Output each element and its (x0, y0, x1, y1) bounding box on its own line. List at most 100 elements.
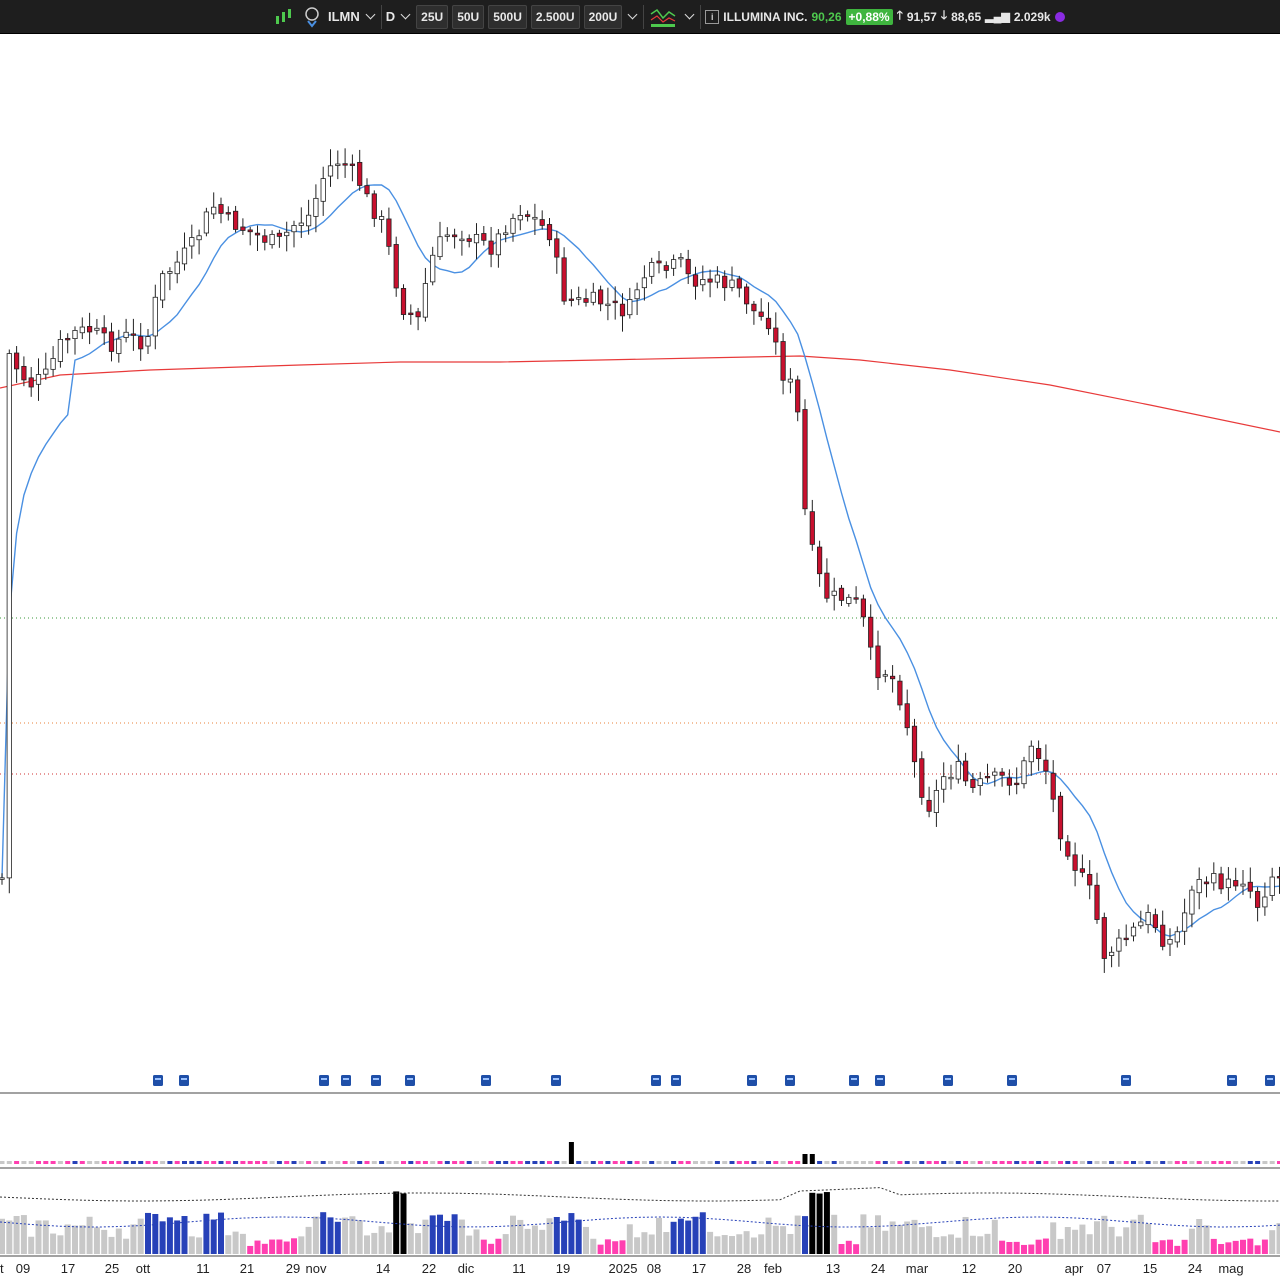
volume-bar (1232, 1240, 1239, 1254)
candle (1050, 760, 1056, 813)
volume-bar (648, 1234, 655, 1254)
volume-bar (875, 1215, 881, 1254)
event-icon[interactable] (943, 1075, 953, 1086)
volume-bar (378, 1226, 385, 1254)
event-icon[interactable] (1265, 1075, 1275, 1086)
volume-bar (802, 1154, 808, 1164)
volume-bar (1123, 1227, 1130, 1254)
event-icon[interactable] (875, 1075, 885, 1086)
candle (79, 317, 85, 340)
volume-bar (1247, 1161, 1253, 1164)
volume-bar (1203, 1225, 1210, 1254)
chart-style-icon[interactable] (648, 5, 678, 29)
indicators-icon[interactable] (272, 5, 296, 29)
volume-bar (1094, 1161, 1100, 1164)
volume-bar (692, 1216, 699, 1254)
x-axis-tick-label: ott (136, 1261, 151, 1276)
volume-bar (970, 1161, 976, 1164)
volume-pane-lower (0, 1187, 1280, 1254)
interval-selector[interactable]: D (386, 9, 412, 24)
range-selector[interactable]: 200U (583, 4, 640, 29)
candle (466, 234, 472, 248)
candle (342, 148, 348, 178)
volume-bar (1204, 1161, 1209, 1164)
candle (430, 246, 436, 286)
volume-bar (130, 1161, 136, 1164)
candle (868, 604, 874, 660)
candle (1211, 862, 1217, 891)
volume-bar (1043, 1161, 1049, 1164)
event-icon[interactable] (1227, 1075, 1237, 1086)
event-icon[interactable] (405, 1075, 415, 1086)
candle (189, 224, 195, 259)
event-icon[interactable] (849, 1075, 859, 1086)
divider (643, 4, 645, 29)
event-icon[interactable] (671, 1075, 681, 1086)
volume-bar (93, 1227, 100, 1254)
volume-bar (831, 1214, 838, 1254)
symbol-search-icon[interactable] (300, 5, 324, 29)
volume-bar (663, 1161, 669, 1164)
volume-bar (963, 1161, 969, 1164)
info-icon[interactable]: i (705, 9, 720, 24)
candle (298, 207, 304, 238)
volume-bar (1152, 1161, 1158, 1164)
volume-bar (437, 1161, 443, 1164)
volume-bar (328, 1161, 333, 1164)
range-button-3[interactable]: 500U (488, 4, 527, 29)
range-button-1[interactable]: 25U (416, 4, 449, 29)
event-icon[interactable] (651, 1075, 661, 1086)
candle (1057, 791, 1064, 851)
candle (663, 261, 669, 279)
event-icon[interactable] (785, 1075, 795, 1086)
volume-bar (291, 1238, 297, 1254)
volume-bar (1196, 1161, 1202, 1164)
event-icon[interactable] (551, 1075, 561, 1086)
candle (130, 318, 136, 351)
volume-pane-upper (0, 1142, 1280, 1164)
event-icon[interactable] (319, 1075, 329, 1086)
volume-bar (1196, 1219, 1203, 1254)
chart-area[interactable]: t 09 17 25 ott 11 21 29 nov 14 22 dic 11 19 2025 08 17 28… (0, 33, 1280, 1280)
volume-bar (831, 1161, 837, 1164)
candle (1123, 924, 1129, 947)
volume-bar (42, 1220, 49, 1254)
volume-bar (1269, 1161, 1275, 1164)
volume-bar (444, 1161, 450, 1164)
volume-bar (430, 1161, 436, 1164)
volume-bar (1255, 1161, 1261, 1164)
candle (1079, 854, 1085, 878)
volume-bar (1210, 1238, 1217, 1254)
event-icon[interactable] (747, 1075, 757, 1086)
volume-bar (320, 1161, 326, 1164)
volume-bar (458, 1219, 465, 1254)
event-icon[interactable] (481, 1075, 491, 1086)
volume-bar (342, 1161, 348, 1164)
candle (1218, 866, 1224, 895)
volume-bar (714, 1161, 720, 1164)
volume-bar (313, 1161, 319, 1164)
candle (568, 289, 575, 307)
volume-bar (933, 1237, 940, 1254)
volume-bar (320, 1212, 327, 1254)
volume-bar (743, 1231, 750, 1254)
event-icon[interactable] (153, 1075, 163, 1086)
event-icon[interactable] (1121, 1075, 1131, 1086)
range-button-2[interactable]: 50U (452, 4, 485, 29)
volume-bar (1277, 1161, 1280, 1164)
candle (87, 312, 93, 345)
volume-bar (539, 1229, 546, 1254)
candle (408, 304, 414, 325)
chevron-down-icon[interactable] (684, 9, 695, 20)
symbol-selector[interactable]: ILMN (328, 9, 377, 24)
volume-bar (838, 1244, 845, 1254)
event-icon[interactable] (371, 1075, 381, 1086)
event-icon[interactable] (1007, 1075, 1017, 1086)
event-icon[interactable] (341, 1075, 351, 1086)
event-icon[interactable] (179, 1075, 189, 1086)
range-button-4[interactable]: 2.500U (530, 4, 580, 29)
volume-bar (210, 1219, 217, 1254)
volume-bar (568, 1213, 575, 1254)
candle (72, 326, 78, 355)
candle (415, 307, 421, 331)
